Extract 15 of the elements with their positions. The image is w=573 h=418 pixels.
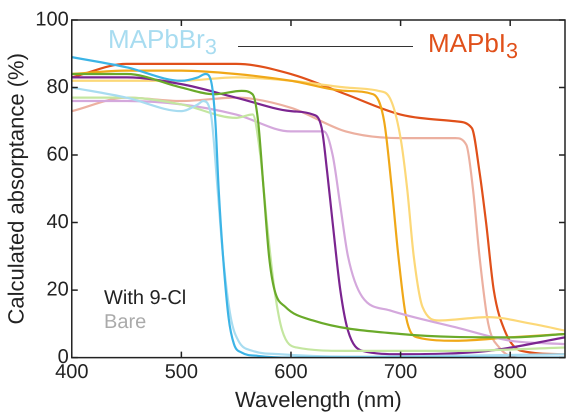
y-tick-label: 20 <box>46 278 69 301</box>
x-tick-label: 600 <box>274 361 308 384</box>
y-tick-label: 40 <box>46 211 69 234</box>
annotation: With 9-Cl <box>104 287 186 309</box>
y-tick-label: 100 <box>35 8 69 31</box>
y-axis-title: Calculated absorptance (%) <box>3 53 28 325</box>
y-tick-label: 80 <box>46 76 69 98</box>
annotation: MAPbBr$_{3}$ <box>108 24 217 60</box>
x-tick-label: 500 <box>164 361 198 384</box>
x-tick-label: 800 <box>494 361 527 384</box>
annotation: MAPbI$_{3}$ <box>428 28 518 64</box>
y-tick-label: 60 <box>46 144 69 166</box>
x-axis-title: Wavelength (nm) <box>235 386 402 412</box>
x-tick-label: 700 <box>384 361 418 384</box>
annotation: Bare <box>104 311 146 333</box>
